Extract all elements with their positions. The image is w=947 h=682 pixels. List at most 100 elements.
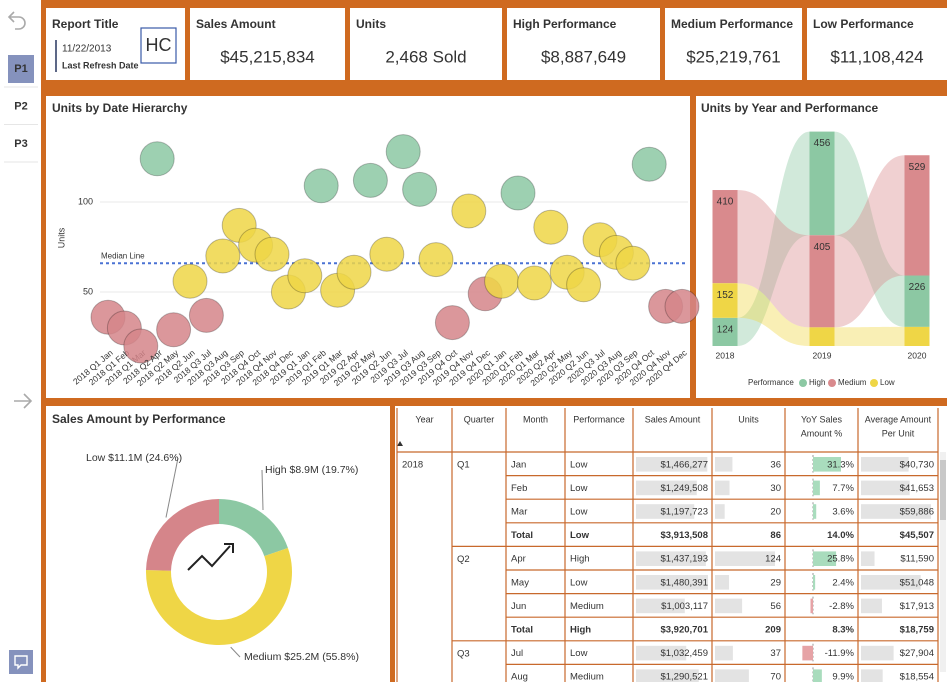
y-tick-label: 100 bbox=[78, 196, 93, 206]
table-cell: Low bbox=[570, 507, 588, 518]
data-label: Low $11.1M (24.6%) bbox=[86, 452, 182, 464]
kpi-value: $11,108,424 bbox=[830, 47, 923, 66]
table-cell: Low bbox=[570, 483, 588, 494]
data-bar bbox=[813, 669, 822, 682]
chat-button[interactable] bbox=[9, 650, 33, 674]
ribbon bbox=[737, 131, 810, 346]
column-header[interactable]: Year bbox=[415, 414, 433, 424]
table-cell: High bbox=[570, 554, 590, 565]
table-cell: Jun bbox=[511, 601, 526, 612]
data-bar bbox=[636, 551, 706, 566]
data-bar bbox=[715, 598, 743, 614]
page-tab[interactable]: P1 bbox=[14, 63, 27, 75]
table-cell: Low bbox=[570, 459, 588, 470]
table-cell: Q1 bbox=[457, 460, 470, 471]
table-cell: 30 bbox=[770, 483, 781, 494]
page-tab[interactable]: P3 bbox=[14, 138, 27, 150]
bubble bbox=[566, 267, 602, 303]
bubble bbox=[139, 141, 175, 177]
table-cell: $11,590 bbox=[900, 554, 934, 565]
data-label: 456 bbox=[814, 138, 831, 149]
legend-swatch bbox=[799, 379, 807, 387]
leader-line bbox=[261, 469, 264, 511]
table-cell: $40,730 bbox=[900, 459, 934, 470]
bubble bbox=[516, 265, 552, 301]
bubble bbox=[254, 236, 290, 272]
data-bar bbox=[861, 551, 875, 566]
scrollbar-thumb[interactable] bbox=[940, 460, 946, 520]
page-tab-selected[interactable] bbox=[8, 55, 34, 83]
expand-icon[interactable] bbox=[14, 393, 33, 409]
table-cell: Medium bbox=[570, 672, 604, 682]
bubble bbox=[336, 254, 372, 290]
legend-label: Low bbox=[880, 378, 895, 387]
logo: HC bbox=[146, 35, 172, 55]
ribbon-bar bbox=[712, 190, 738, 284]
ribbon bbox=[737, 283, 810, 346]
data-bar bbox=[715, 645, 733, 661]
kpi-card bbox=[190, 8, 345, 80]
kpi-value: $8,887,649 bbox=[541, 47, 626, 66]
column-header[interactable]: Performance bbox=[573, 414, 625, 424]
table-cell: Mar bbox=[511, 507, 527, 518]
kpi-value: $25,219,761 bbox=[686, 47, 781, 66]
table-cell: $1,290,521 bbox=[660, 672, 708, 682]
bubble bbox=[631, 146, 667, 182]
table-cell: May bbox=[511, 577, 529, 588]
data-bar bbox=[813, 480, 820, 496]
column-header[interactable]: YoY Sales bbox=[801, 414, 843, 424]
back-icon[interactable] bbox=[7, 11, 26, 30]
legend-title: Performance bbox=[748, 378, 794, 387]
table-cell: Jan bbox=[511, 459, 526, 470]
ribbon bbox=[834, 131, 905, 327]
bubble bbox=[205, 238, 241, 274]
column-header[interactable]: Month bbox=[523, 414, 548, 424]
ribbon-bar bbox=[809, 131, 835, 236]
x-tick-label: 2020 bbox=[908, 350, 927, 360]
scrollbar-track[interactable] bbox=[940, 452, 946, 672]
table-cell: $1,466,277 bbox=[660, 459, 708, 470]
table-cell: $45,507 bbox=[900, 530, 934, 541]
data-bar bbox=[715, 575, 730, 590]
data-label: 152 bbox=[717, 290, 734, 301]
column-header[interactable]: Sales Amount bbox=[645, 414, 701, 424]
donut-slice bbox=[146, 499, 219, 571]
data-bar bbox=[636, 645, 687, 661]
column-header[interactable]: Units bbox=[738, 414, 759, 424]
column-header[interactable]: Per Unit bbox=[882, 428, 915, 438]
sort-indicator[interactable] bbox=[397, 441, 403, 446]
bubble bbox=[664, 288, 700, 324]
ribbon-bar bbox=[809, 235, 835, 328]
bubble bbox=[451, 193, 487, 229]
data-bar bbox=[715, 551, 775, 566]
table-cell: 29 bbox=[770, 577, 781, 588]
table-cell: 37 bbox=[770, 648, 781, 659]
leader-line bbox=[230, 646, 241, 658]
donut-slice bbox=[145, 547, 292, 645]
column-header[interactable]: Quarter bbox=[464, 414, 495, 424]
page-tab[interactable]: P2 bbox=[14, 100, 27, 112]
column-header[interactable]: Average Amount bbox=[865, 414, 932, 424]
legend-label: Medium bbox=[838, 378, 867, 387]
data-bar bbox=[715, 480, 730, 496]
table-cell: High bbox=[570, 625, 591, 636]
data-bar bbox=[861, 504, 931, 519]
bubble bbox=[369, 236, 405, 272]
table-cell: $18,554 bbox=[900, 672, 934, 682]
ribbon-bar bbox=[904, 275, 930, 327]
data-label: 529 bbox=[909, 162, 926, 173]
logo-box bbox=[140, 27, 177, 64]
kpi-title: Medium Performance bbox=[671, 17, 793, 31]
table-cell: $17,913 bbox=[900, 601, 934, 612]
table-cell: Low bbox=[570, 648, 588, 659]
legend-swatch bbox=[828, 379, 836, 387]
column-header[interactable]: Amount % bbox=[801, 428, 843, 438]
data-bar bbox=[715, 504, 725, 519]
report-title: Report Title bbox=[52, 17, 119, 31]
table-cell: $51,048 bbox=[900, 577, 934, 588]
legend-label: High bbox=[809, 378, 825, 387]
kpi-card bbox=[807, 8, 947, 80]
table-cell: $1,480,391 bbox=[660, 577, 708, 588]
table-cell: 70 bbox=[770, 672, 781, 682]
data-bar bbox=[861, 457, 909, 472]
